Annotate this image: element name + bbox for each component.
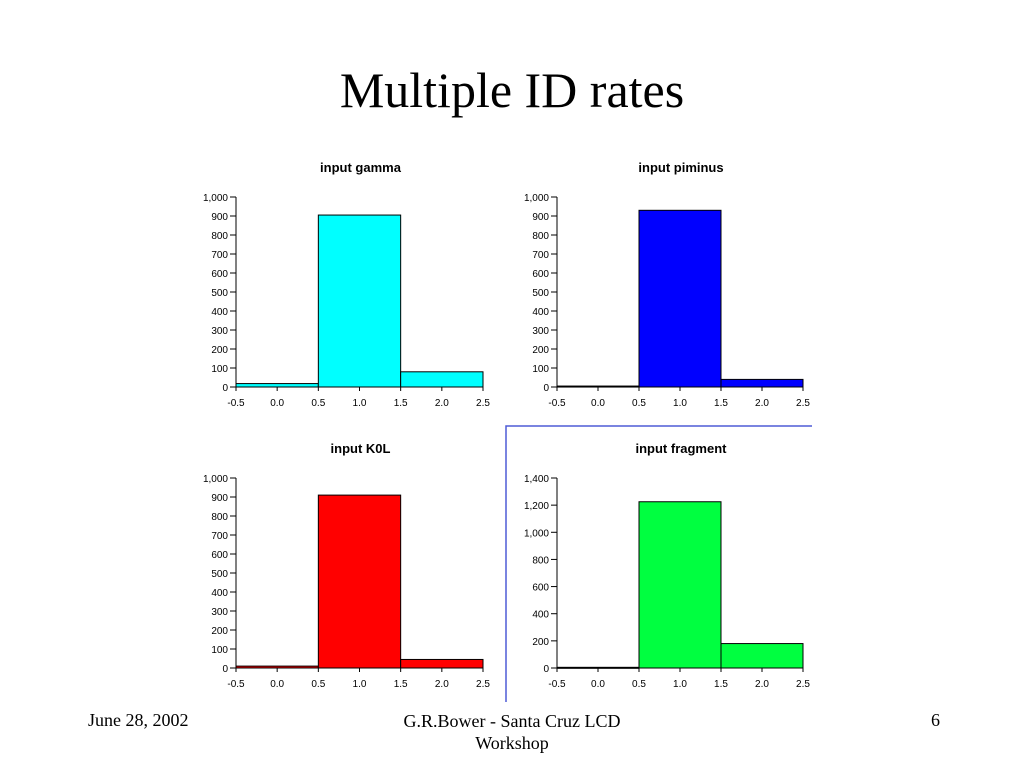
chart-1-title: input gamma	[320, 160, 402, 175]
chart-3-y-tick-label-0: 0	[222, 664, 228, 675]
chart-1-y-tick-label-9: 900	[211, 212, 228, 223]
chart-4-y-tick-label-3: 600	[532, 583, 549, 594]
chart-4-y-tick-label-6: 1,200	[524, 501, 549, 512]
chart-3-y-tick-label-5: 500	[211, 569, 228, 580]
chart-1-y-tick-label-10: 1,000	[203, 193, 228, 204]
chart-2-y-tick-label-5: 500	[532, 288, 549, 299]
chart-1-x-tick-label-2: 0.5	[311, 398, 325, 409]
chart-2-y-tick-label-9: 900	[532, 212, 549, 223]
chart-3-x-tick-label-6: 2.5	[476, 679, 490, 690]
chart-4-x-tick-label-0: -0.5	[548, 679, 566, 690]
chart-1-x-tick-label-1: 0.0	[270, 398, 284, 409]
chart-2-y-tick-label-10: 1,000	[524, 193, 549, 204]
chart-2-x-tick-label-5: 2.0	[755, 398, 769, 409]
chart-4-y-tick-label-4: 800	[532, 555, 549, 566]
chart-3-y-tick-label-7: 700	[211, 531, 228, 542]
chart-1-bar-3	[400, 371, 484, 388]
chart-1-y-tick-label-5: 500	[211, 288, 228, 299]
chart-2-y-tick-label-8: 800	[532, 231, 549, 242]
chart-4-title: input fragment	[636, 441, 728, 456]
chart-1-y-tick-label-2: 200	[211, 345, 228, 356]
chart-1-x-tick-label-6: 2.5	[476, 398, 490, 409]
chart-4-x-tick-label-5: 2.0	[755, 679, 769, 690]
chart-3-y-tick-label-9: 900	[211, 493, 228, 504]
chart-3-title: input K0L	[331, 441, 391, 456]
chart-2-y-tick-label-1: 100	[532, 364, 549, 375]
chart-4-x-tick-label-1: 0.0	[591, 679, 605, 690]
chart-1-bar-2	[317, 214, 402, 388]
chart-2-x-tick-label-2: 0.5	[632, 398, 646, 409]
chart-2-x-tick-label-4: 1.5	[714, 398, 728, 409]
chart-2-x-tick-label-6: 2.5	[796, 398, 810, 409]
chart-4-y-tick-label-7: 1,400	[524, 474, 549, 485]
chart-4-bar-3	[720, 643, 804, 669]
chart-1-y-tick-label-8: 800	[211, 231, 228, 242]
chart-1-x-tick-label-3: 1.0	[353, 398, 367, 409]
chart-4-x-tick-label-6: 2.5	[796, 679, 810, 690]
chart-1-y-tick-label-6: 600	[211, 269, 228, 280]
chart-1-y-tick-label-4: 400	[211, 307, 228, 318]
chart-4-selection-frame	[505, 425, 812, 702]
chart-3-bar-3	[400, 658, 484, 669]
chart-4-bar-2	[638, 501, 722, 669]
chart-4-x-tick-label-2: 0.5	[632, 679, 646, 690]
chart-2-y-tick-label-4: 400	[532, 307, 549, 318]
chart-1-bar-1	[235, 383, 319, 388]
chart-3-y-tick-label-4: 400	[211, 588, 228, 599]
slide-title: Multiple ID rates	[339, 62, 685, 118]
chart-2-title: input piminus	[638, 160, 723, 175]
chart-3-x-tick-label-4: 1.5	[394, 679, 408, 690]
chart-2-x-tick-label-3: 1.0	[673, 398, 687, 409]
chart-2-y-tick-label-3: 300	[532, 326, 549, 337]
chart-2-y-tick-label-7: 700	[532, 250, 549, 261]
chart-2-y-tick-label-2: 200	[532, 345, 549, 356]
chart-3-y-tick-label-2: 200	[211, 626, 228, 637]
chart-3-x-tick-label-0: -0.5	[227, 679, 245, 690]
chart-3-x-tick-label-1: 0.0	[270, 679, 284, 690]
chart-2-x-tick-label-0: -0.5	[548, 398, 566, 409]
chart-3-y-tick-label-3: 300	[211, 607, 228, 618]
chart-3-y-tick-label-10: 1,000	[203, 474, 228, 485]
chart-1-x-tick-label-5: 2.0	[435, 398, 449, 409]
footer-date: June 28, 2002	[88, 710, 189, 730]
chart-3-y-tick-label-1: 100	[211, 645, 228, 656]
chart-4-x-tick-label-3: 1.0	[673, 679, 687, 690]
chart-1-x-tick-label-0: -0.5	[227, 398, 245, 409]
chart-2-bar-2	[638, 209, 722, 388]
chart-1-y-tick-label-7: 700	[211, 250, 228, 261]
chart-3-bar-2	[317, 494, 402, 669]
chart-3-x-tick-label-5: 2.0	[435, 679, 449, 690]
chart-2-y-tick-label-6: 600	[532, 269, 549, 280]
footer-center-text: G.R.Bower - Santa Cruz LCD Workshop	[403, 711, 621, 753]
chart-3-y-tick-label-8: 800	[211, 512, 228, 523]
chart-2-bar-3	[720, 378, 804, 388]
chart-1-y-tick-label-0: 0	[222, 383, 228, 394]
chart-4-y-tick-label-0: 0	[543, 664, 549, 675]
chart-3-x-tick-label-2: 0.5	[311, 679, 325, 690]
chart-4-y-tick-label-2: 400	[532, 610, 549, 621]
chart-2-y-tick-label-0: 0	[543, 383, 549, 394]
chart-1-x-tick-label-4: 1.5	[394, 398, 408, 409]
chart-4-x-tick-label-4: 1.5	[714, 679, 728, 690]
page-number: 6	[931, 710, 940, 730]
chart-2-x-tick-label-1: 0.0	[591, 398, 605, 409]
chart-4-y-tick-label-5: 1,000	[524, 528, 549, 539]
chart-3-x-tick-label-3: 1.0	[353, 679, 367, 690]
chart-3-y-tick-label-6: 600	[211, 550, 228, 561]
chart-4-y-tick-label-1: 200	[532, 637, 549, 648]
chart-1-y-tick-label-3: 300	[211, 326, 228, 337]
chart-1-y-tick-label-1: 100	[211, 364, 228, 375]
